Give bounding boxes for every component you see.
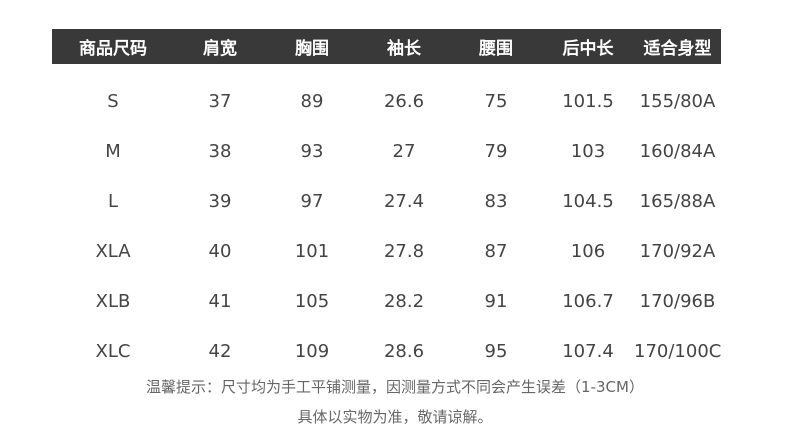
table-cell: 41: [208, 290, 232, 312]
table-cell: 28.6: [383, 340, 425, 362]
table-cell: L: [107, 190, 119, 212]
table-cell: 42: [208, 340, 232, 362]
table-cell: 91: [484, 290, 508, 312]
table-cell: 103: [570, 140, 606, 162]
column-header: 肩宽: [203, 39, 237, 59]
column-header: 胸围: [295, 39, 329, 59]
table-cell: 27: [392, 140, 416, 162]
table-cell: 83: [484, 190, 508, 212]
table-cell: 95: [484, 340, 508, 362]
column-header: 商品尺码: [79, 39, 147, 59]
table-cell: 170/96B: [639, 290, 716, 312]
table-cell: 87: [484, 240, 508, 262]
table-cell: 106.7: [562, 290, 614, 312]
table-header: 商品尺码 肩宽 胸围 袖长 腰围 后中长 适合身型: [52, 29, 721, 64]
table-cell: 109: [294, 340, 330, 362]
table-cell: 93: [300, 140, 324, 162]
table-cell: 75: [484, 90, 508, 112]
table-cell: 40: [208, 240, 232, 262]
table-cell: 27.4: [383, 190, 425, 212]
table-cell: 37: [208, 90, 232, 112]
table-row: M 38 93 27 79 103 160/84A: [52, 136, 721, 166]
table-row: XLC 42 109 28.6 95 107.4 170/100C: [52, 336, 722, 366]
note-line-2: 具体以实物为准，敬请谅解。: [297, 408, 493, 426]
table-cell: M: [105, 140, 121, 162]
table-cell: 107.4: [562, 340, 614, 362]
note-line-1: 温馨提示：尺寸均为手工平铺测量，因测量方式不同会产生误差（1-3CM）: [146, 378, 644, 396]
table-cell: 28.2: [383, 290, 425, 312]
table-cell: 39: [208, 190, 232, 212]
table-cell: 27.8: [383, 240, 425, 262]
table-cell: 26.6: [383, 90, 425, 112]
table-cell: 155/80A: [639, 90, 716, 112]
column-header: 后中长: [562, 39, 614, 59]
table-cell: 170/92A: [639, 240, 716, 262]
table-cell: S: [107, 90, 119, 112]
table-cell: XLA: [95, 240, 131, 262]
table-cell: 97: [300, 190, 324, 212]
table-row: L 39 97 27.4 83 104.5 165/88A: [52, 186, 721, 216]
table-cell: XLB: [95, 290, 131, 312]
table-row: XLA 40 101 27.8 87 106 170/92A: [52, 236, 721, 266]
column-header: 腰围: [479, 39, 513, 59]
table-cell: 79: [484, 140, 508, 162]
table-cell: 165/88A: [639, 190, 716, 212]
table-cell: 38: [208, 140, 232, 162]
table-cell: 101.5: [562, 90, 614, 112]
table-cell: 105: [294, 290, 330, 312]
table-row: S 37 89 26.6 75 101.5 155/80A: [52, 86, 721, 116]
table-cell: 104.5: [562, 190, 614, 212]
column-header: 适合身型: [643, 39, 712, 59]
table-cell: 170/100C: [634, 340, 722, 362]
table-cell: 89: [300, 90, 324, 112]
table-row: XLB 41 105 28.2 91 106.7 170/96B: [52, 286, 721, 316]
table-cell: XLC: [95, 340, 131, 362]
table-cell: 160/84A: [639, 140, 716, 162]
column-header: 袖长: [387, 39, 421, 59]
table-cell: 101: [294, 240, 330, 262]
table-cell: 106: [570, 240, 606, 262]
